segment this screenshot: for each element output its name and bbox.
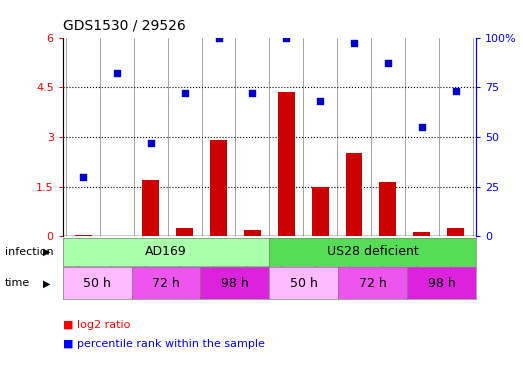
Bar <box>176 228 193 236</box>
Text: 72 h: 72 h <box>152 277 180 290</box>
Bar <box>447 228 464 236</box>
Point <box>384 60 392 66</box>
Text: AD169: AD169 <box>145 245 187 258</box>
Bar <box>413 232 430 236</box>
Text: 98 h: 98 h <box>428 277 456 290</box>
Text: 98 h: 98 h <box>221 277 249 290</box>
Point <box>451 88 460 94</box>
Text: time: time <box>5 278 30 288</box>
Point <box>214 34 223 40</box>
Point <box>316 98 324 104</box>
Text: ■ percentile rank within the sample: ■ percentile rank within the sample <box>63 339 265 349</box>
Point <box>79 174 87 180</box>
Text: ▶: ▶ <box>43 247 50 257</box>
Text: 50 h: 50 h <box>290 277 317 290</box>
Bar <box>142 180 160 236</box>
Point <box>350 40 358 46</box>
Text: infection: infection <box>5 247 54 257</box>
Point <box>248 90 257 96</box>
Text: GDS1530 / 29526: GDS1530 / 29526 <box>63 18 186 32</box>
Bar <box>346 153 362 236</box>
Text: ■ log2 ratio: ■ log2 ratio <box>63 321 130 330</box>
Point <box>417 124 426 130</box>
Bar <box>244 230 261 236</box>
Text: US28 deficient: US28 deficient <box>327 245 418 258</box>
Text: ▶: ▶ <box>43 278 50 288</box>
Text: 50 h: 50 h <box>83 277 111 290</box>
Text: 72 h: 72 h <box>359 277 386 290</box>
Point <box>113 70 121 76</box>
Bar <box>278 92 295 236</box>
Bar <box>379 182 396 236</box>
Point <box>146 140 155 146</box>
Bar <box>210 140 227 236</box>
Bar <box>312 187 328 236</box>
Bar <box>75 235 92 236</box>
Point <box>282 34 290 40</box>
Point <box>180 90 189 96</box>
